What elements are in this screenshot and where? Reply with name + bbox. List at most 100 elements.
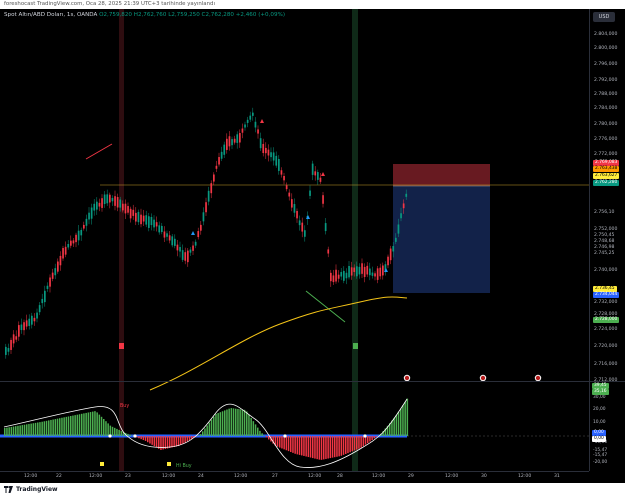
histogram-bar: [81, 413, 83, 436]
candle-body: [215, 165, 218, 169]
candles-group: [5, 107, 408, 359]
histogram-bar: [67, 416, 70, 436]
time-axis[interactable]: 12:00 22 12:00 23 12:00 24 12:00 27 12:00 28 12:00…: [0, 471, 589, 482]
candle-body: [142, 215, 145, 222]
oscillator-dot-icon: [283, 434, 287, 438]
histogram-bar: [342, 436, 345, 455]
candle-body: [25, 320, 28, 327]
histogram-bar: [386, 425, 389, 436]
candle-body: [244, 124, 246, 128]
histogram-bar: [294, 436, 296, 454]
candle-body: [119, 199, 122, 208]
candle-body: [98, 202, 101, 207]
oscillator-tag: 39,45: [592, 383, 609, 389]
histogram-bar: [193, 436, 195, 438]
histogram-bar: [353, 436, 356, 451]
candle-body: [384, 264, 387, 273]
candle-body: [96, 201, 98, 210]
histogram-bar: [389, 423, 391, 436]
histogram-bar: [19, 425, 21, 436]
histogram-bar: [87, 412, 90, 436]
candle-body: [252, 112, 254, 116]
histogram-bar: [8, 427, 10, 436]
histogram-bar: [252, 421, 255, 436]
candle-body: [88, 212, 90, 220]
price-axis-label: 2.792,000: [594, 78, 618, 83]
candle-body: [135, 212, 137, 222]
candle-body: [301, 222, 304, 232]
histogram-bar: [15, 426, 17, 436]
time-axis-label: 30: [481, 474, 487, 479]
currency-button[interactable]: USD: [593, 12, 615, 22]
candle-body: [20, 324, 23, 331]
histogram-bar: [169, 436, 171, 448]
candle-body: [293, 204, 296, 213]
candle-body: [103, 194, 106, 205]
candle-body: [350, 267, 353, 276]
histogram-bar: [371, 436, 373, 441]
brand-name: TradingView: [16, 486, 58, 493]
publish-info-bar: foreshocast TradingView.com, Oca 28, 202…: [0, 0, 625, 9]
histogram-bar: [246, 411, 248, 436]
histogram-bar: [32, 423, 35, 436]
histogram-bar: [237, 408, 239, 436]
histogram-bar: [210, 419, 213, 436]
candle-body: [62, 248, 64, 259]
histogram-bar: [283, 436, 285, 450]
histogram-bar: [281, 436, 283, 449]
histogram-bar: [400, 408, 402, 436]
histogram-bar: [327, 436, 329, 459]
candle-body: [262, 143, 265, 154]
candle-body: [163, 231, 166, 238]
candle-body: [319, 177, 322, 182]
candle-body: [192, 245, 194, 251]
price-axis-label: 2.784,000: [594, 106, 618, 111]
histogram-bar: [224, 410, 226, 436]
histogram-bar: [290, 436, 292, 452]
oscillator-axis-label: -15,47: [593, 453, 608, 458]
histogram-bar: [103, 419, 105, 436]
histogram-bar: [10, 426, 13, 436]
histogram-bar: [70, 416, 72, 436]
candle-body: [278, 158, 280, 171]
trend-line: [85, 143, 113, 160]
histogram-bar: [149, 436, 151, 444]
candle-body: [270, 152, 272, 158]
histogram-bar: [250, 417, 252, 436]
histogram-bar: [129, 434, 131, 436]
candle-body: [51, 272, 54, 279]
symbol-legend[interactable]: Spot Altın/ABD Doları, 1s, OANDA O2,759,…: [4, 12, 285, 18]
candle-body: [148, 216, 150, 228]
oscillator-tag: 0,00: [592, 430, 606, 436]
candle-body: [33, 317, 36, 322]
time-axis-label: 22: [56, 474, 62, 479]
histogram-bar: [276, 436, 279, 447]
symbol-name[interactable]: Spot Altın/ABD Doları, 1s, OANDA: [4, 12, 98, 18]
candle-body: [210, 183, 213, 194]
histogram-bar: [347, 436, 349, 454]
time-axis-label: 12:00: [89, 474, 103, 479]
histogram-bar: [235, 408, 237, 436]
buy-signal-box: [353, 343, 358, 349]
candle-body: [207, 190, 210, 202]
histogram-bar: [158, 436, 160, 449]
candle-body: [187, 250, 189, 263]
histogram-bar: [114, 427, 116, 436]
price-axis-label: 2.720,000: [594, 344, 618, 349]
time-axis-label: 31: [554, 474, 560, 479]
candle-body: [54, 268, 57, 276]
take-profit-zone: [393, 186, 490, 293]
histogram-bar: [197, 435, 200, 436]
histogram-bar: [318, 436, 321, 460]
oscillator-dot-icon: [133, 434, 137, 438]
signal-marker-icon: [191, 231, 195, 235]
histogram-bar: [188, 436, 191, 441]
histogram-bar: [12, 426, 15, 436]
pane-divider[interactable]: [0, 381, 625, 382]
oscillator-axis[interactable]: 30,0020,0010,000,00-10,00-15,47-15,47-20…: [589, 381, 625, 471]
histogram-bar: [89, 412, 92, 436]
trend-line: [305, 290, 346, 323]
histogram-bar: [56, 418, 59, 436]
